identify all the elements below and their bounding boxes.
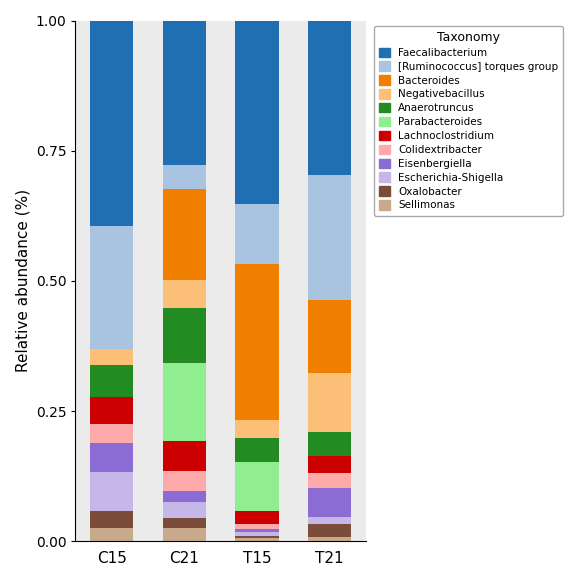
Bar [308, 432, 351, 456]
Bar [90, 528, 133, 541]
Bar [308, 20, 351, 175]
Bar [308, 517, 351, 524]
Bar [235, 420, 279, 438]
Bar [162, 518, 206, 528]
Bar [308, 524, 351, 537]
Bar [162, 363, 206, 442]
Bar [90, 443, 133, 472]
Bar [308, 472, 351, 488]
Bar [235, 524, 279, 529]
Bar [308, 488, 351, 517]
Bar [162, 280, 206, 309]
Bar [90, 349, 133, 365]
Bar [235, 529, 279, 532]
Bar [162, 502, 206, 518]
Bar [235, 537, 279, 541]
Bar [308, 537, 351, 541]
Bar [235, 20, 279, 204]
Bar [235, 264, 279, 420]
Bar [162, 528, 206, 541]
Bar [90, 424, 133, 443]
Bar [235, 204, 279, 264]
Bar [162, 189, 206, 280]
Y-axis label: Relative abundance (%): Relative abundance (%) [15, 189, 30, 372]
Bar [90, 396, 133, 424]
Bar [162, 165, 206, 189]
Bar [308, 175, 351, 300]
Bar [90, 365, 133, 396]
Bar [90, 472, 133, 511]
Bar [162, 472, 206, 491]
Bar [162, 442, 206, 472]
Bar [308, 372, 351, 432]
Bar [90, 226, 133, 349]
Bar [235, 461, 279, 511]
Bar [235, 511, 279, 524]
Bar [308, 456, 351, 472]
Bar [90, 511, 133, 528]
Bar [235, 532, 279, 536]
Bar [90, 20, 133, 226]
Legend: Faecalibacterium, [Ruminococcus] torques group, Bacteroides, Negativebacillus, A: Faecalibacterium, [Ruminococcus] torques… [374, 26, 563, 216]
Bar [235, 536, 279, 537]
Bar [162, 20, 206, 165]
Bar [162, 491, 206, 502]
Bar [235, 438, 279, 461]
Bar [308, 300, 351, 372]
Bar [162, 309, 206, 363]
